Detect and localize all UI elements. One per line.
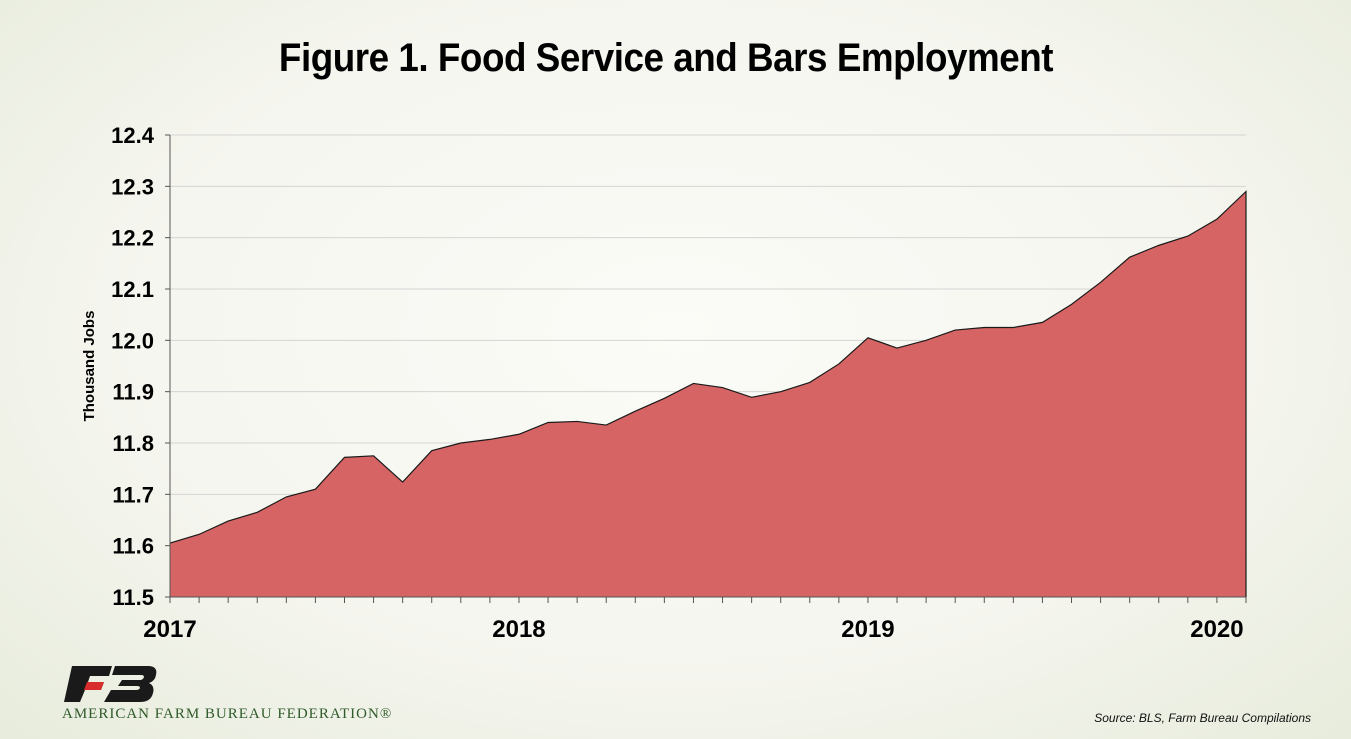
organization-name: AMERICAN FARM BUREAU FEDERATION® [62, 706, 393, 722]
y-axis-ticks: 11.5 11.6 11.7 11.8 11.9 12.0 12.1 12.2 12.3 12.4 [111, 123, 170, 610]
y-axis-label: Thousand Jobs [81, 311, 98, 422]
area-fill [170, 191, 1246, 597]
y-tick-label: 12.2 [111, 226, 154, 251]
y-tick-label: 12.1 [111, 277, 154, 302]
y-tick-label: 11.8 [112, 431, 154, 456]
source-note: Source: BLS, Farm Bureau Compilations [1094, 711, 1311, 725]
x-tick-label: 2020 [1190, 616, 1243, 643]
x-tick-label: 2018 [492, 616, 545, 643]
y-tick-label: 12.3 [111, 174, 154, 199]
area-outline [169, 190, 1247, 597]
y-tick-label: 11.5 [112, 585, 154, 610]
y-tick-label: 12.0 [111, 328, 154, 353]
y-tick-label: 11.9 [112, 380, 154, 405]
x-tick-label: 2019 [841, 616, 894, 643]
x-axis-ticks: 2017 2018 2019 2020 [143, 597, 1247, 643]
axes [169, 135, 1246, 598]
y-tick-label: 12.4 [111, 123, 155, 148]
fb-monogram-icon [64, 666, 157, 702]
x-tick-label: 2017 [143, 616, 196, 643]
y-tick-label: 11.7 [112, 482, 154, 507]
area-series [169, 190, 1247, 597]
y-tick-label: 11.6 [112, 534, 154, 559]
chart-title: Figure 1. Food Service and Bars Employme… [278, 36, 1054, 80]
